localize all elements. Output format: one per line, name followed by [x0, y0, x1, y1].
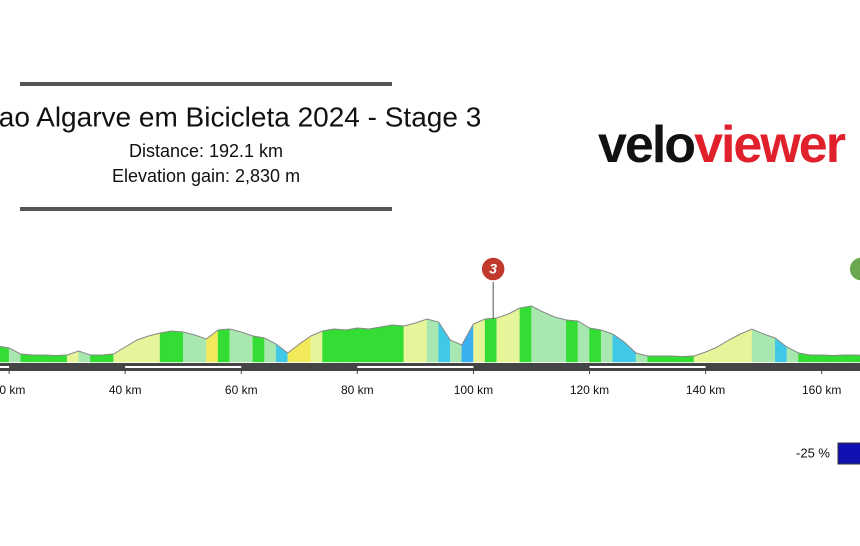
gradient-segment — [391, 324, 404, 363]
gradient-segment — [763, 333, 776, 363]
gradient-segment — [554, 316, 567, 363]
gradient-segment — [484, 317, 497, 363]
gradient-segment — [856, 354, 860, 363]
legend-swatch — [837, 442, 860, 465]
logo: veloviewer — [598, 116, 846, 174]
gradient-segment — [473, 318, 486, 363]
gradient-segment — [508, 307, 521, 363]
x-tick-label: 60 km — [225, 383, 258, 397]
gradient-segment — [55, 354, 68, 363]
gradient-segment — [357, 327, 370, 363]
gradient-segment — [148, 332, 161, 363]
gradient-segment — [542, 311, 555, 363]
gradient-segment — [322, 328, 335, 363]
profile-outline — [0, 305, 860, 358]
gradient-segment — [740, 328, 753, 363]
gradient-segment — [229, 328, 242, 363]
profile — [0, 305, 860, 363]
gradient-segment — [217, 328, 230, 363]
gradient-segment — [809, 354, 822, 363]
gradient-segment — [171, 330, 184, 363]
gradient-segment — [90, 354, 103, 363]
gradient-segment — [252, 335, 265, 363]
gradient-segment — [821, 354, 834, 363]
gradient-segment — [32, 354, 45, 363]
gradient-segment — [496, 313, 509, 363]
ground-bar — [0, 363, 860, 371]
gradient-segment — [833, 354, 846, 363]
gradient-segment — [531, 305, 544, 363]
title: Volta ao Algarve em Bicicleta 2024 - Sta… — [0, 101, 481, 132]
marker-label: 3 — [489, 261, 497, 277]
x-tick-label: 80 km — [341, 383, 374, 397]
distance: Distance: 192.1 km — [129, 141, 283, 161]
gradient-segment — [647, 355, 660, 363]
marker — [848, 256, 860, 282]
gradient-segment — [589, 327, 602, 363]
gradient-segment — [751, 328, 764, 363]
gradient-segment — [426, 318, 439, 363]
x-tick-label: 140 km — [686, 383, 725, 397]
gradient-segment — [345, 327, 358, 363]
marker — [480, 256, 506, 282]
x-tick-label: 120 km — [570, 383, 609, 397]
gradient-segment — [43, 354, 56, 363]
gradient-segment — [194, 334, 207, 363]
x-tick-label: 20 km — [0, 383, 25, 397]
gradient-segment — [380, 324, 393, 363]
gradient-segment — [600, 329, 613, 363]
gradient-segment — [0, 346, 10, 363]
logo-part: velo — [598, 116, 694, 174]
gradient-segment — [403, 322, 416, 363]
gradient-segment — [519, 305, 532, 363]
gradient-segment — [333, 328, 346, 363]
x-tick-label: 160 km — [802, 383, 841, 397]
x-tick-label: 40 km — [109, 383, 142, 397]
logo-part: viewer — [694, 116, 846, 174]
gradient-segment — [566, 319, 579, 363]
legend-label: -25 % — [796, 445, 830, 460]
gradient-segment — [241, 331, 254, 363]
gradient-segment — [844, 354, 857, 363]
gradient-segment — [159, 330, 172, 363]
gradient-segment — [368, 326, 381, 363]
x-tick-label: 100 km — [454, 383, 493, 397]
elevation-gain: Elevation gain: 2,830 m — [112, 166, 300, 186]
gradient-segment — [658, 355, 671, 363]
gradient-segment — [415, 318, 428, 363]
gradient-segment — [183, 331, 196, 363]
